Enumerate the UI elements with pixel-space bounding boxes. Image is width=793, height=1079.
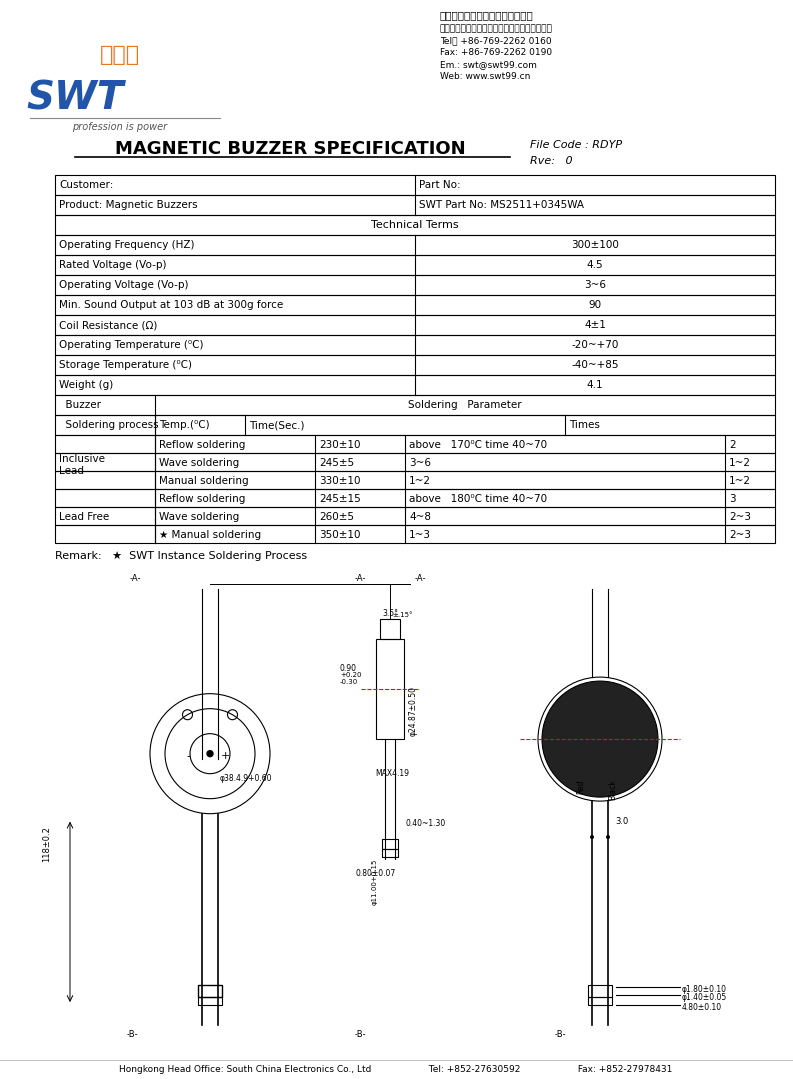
- Text: Wave soldering: Wave soldering: [159, 513, 239, 522]
- Text: Time(Sec.): Time(Sec.): [249, 420, 305, 431]
- Text: Remark:   ★  SWT Instance Soldering Process: Remark: ★ SWT Instance Soldering Process: [55, 551, 307, 561]
- Text: 4±1: 4±1: [584, 320, 606, 330]
- Text: -A-: -A-: [129, 574, 140, 583]
- Text: Wave soldering: Wave soldering: [159, 457, 239, 468]
- Text: Storage Temperature (⁰C): Storage Temperature (⁰C): [59, 360, 192, 370]
- Text: 4.80±0.10: 4.80±0.10: [682, 1003, 722, 1012]
- Text: 260±5: 260±5: [319, 513, 354, 522]
- Text: +0.20: +0.20: [340, 672, 362, 678]
- Text: 2~3: 2~3: [729, 530, 751, 540]
- Text: File Code : RDYP: File Code : RDYP: [530, 140, 623, 150]
- Text: 0.40~1.30: 0.40~1.30: [405, 819, 445, 828]
- Circle shape: [542, 681, 658, 797]
- Text: 2: 2: [729, 440, 736, 450]
- Text: Rated Voltage (Vo-p): Rated Voltage (Vo-p): [59, 260, 167, 270]
- Text: -0.30: -0.30: [340, 679, 358, 685]
- Text: Buzzer: Buzzer: [59, 400, 101, 410]
- Text: Hongkong Head Office: South China Electronics Co., Ltd                    Tel: +: Hongkong Head Office: South China Electr…: [119, 1065, 672, 1074]
- Text: Part No:: Part No:: [419, 180, 461, 190]
- Text: 1~2: 1~2: [729, 476, 751, 486]
- Text: Reflow soldering: Reflow soldering: [159, 494, 245, 504]
- Text: Customer:: Customer:: [59, 180, 113, 190]
- Text: -B-: -B-: [126, 1030, 138, 1039]
- Text: 3.5°: 3.5°: [382, 609, 398, 618]
- Text: Product: Magnetic Buzzers: Product: Magnetic Buzzers: [59, 200, 197, 210]
- Text: 地址：广东省东菞市塔崾镇梦露村千牛庄工业园: 地址：广东省东菞市塔崾镇梦露村千牛庄工业园: [440, 24, 553, 33]
- Text: 245±5: 245±5: [319, 457, 354, 468]
- Text: +: +: [220, 751, 230, 761]
- Text: -40~+85: -40~+85: [571, 360, 619, 370]
- Text: ★ Manual soldering: ★ Manual soldering: [159, 530, 261, 540]
- Text: Operating Temperature (⁰C): Operating Temperature (⁰C): [59, 340, 204, 350]
- Text: 思威特: 思威特: [100, 45, 140, 65]
- Text: Operating Voltage (Vo-p): Operating Voltage (Vo-p): [59, 279, 189, 290]
- Text: 4~8: 4~8: [409, 513, 431, 522]
- Text: 3.0: 3.0: [615, 817, 628, 827]
- Text: Manual soldering: Manual soldering: [159, 476, 249, 486]
- Circle shape: [207, 751, 213, 756]
- Text: 3~6: 3~6: [409, 457, 431, 468]
- Text: Em.: swt@swt99.com: Em.: swt@swt99.com: [440, 60, 537, 69]
- Text: Rve:   0: Rve: 0: [530, 156, 573, 166]
- Text: -: -: [186, 751, 190, 761]
- Text: -B-: -B-: [354, 1030, 366, 1039]
- Text: Inclusive
Lead: Inclusive Lead: [59, 454, 105, 476]
- Text: Operating Frequency (HZ): Operating Frequency (HZ): [59, 240, 194, 250]
- Text: above   180⁰C time 40~70: above 180⁰C time 40~70: [409, 494, 547, 504]
- Text: 3~6: 3~6: [584, 279, 606, 290]
- Text: SWT Part No: MS2511+0345WA: SWT Part No: MS2511+0345WA: [419, 200, 584, 210]
- Text: Red: Red: [576, 779, 585, 793]
- Text: 1~2: 1~2: [729, 457, 751, 468]
- Text: φ1.40±0.05: φ1.40±0.05: [682, 993, 727, 1002]
- Text: 1~2: 1~2: [409, 476, 431, 486]
- Text: -A-: -A-: [354, 574, 366, 583]
- Circle shape: [606, 835, 610, 839]
- Text: Technical Terms: Technical Terms: [371, 220, 459, 230]
- Text: 0.80±0.07: 0.80±0.07: [355, 869, 395, 878]
- Text: Black: Black: [608, 779, 617, 800]
- Text: φ38.4.9+0.60: φ38.4.9+0.60: [220, 774, 273, 782]
- Text: 300±100: 300±100: [571, 240, 619, 250]
- Text: Coil Resistance (Ω): Coil Resistance (Ω): [59, 320, 157, 330]
- Text: 1~3: 1~3: [409, 530, 431, 540]
- Text: 2~3: 2~3: [729, 513, 751, 522]
- Text: φ24.87±0.50: φ24.87±0.50: [409, 686, 418, 736]
- Text: -B-: -B-: [554, 1030, 566, 1039]
- Text: 4.5: 4.5: [587, 260, 603, 270]
- Text: φ11.00+0.15: φ11.00+0.15: [372, 859, 378, 905]
- Text: φ1.80±0.10: φ1.80±0.10: [682, 985, 727, 994]
- Text: Web: www.swt99.cn: Web: www.swt99.cn: [440, 72, 531, 81]
- Text: profession is power: profession is power: [72, 122, 167, 132]
- Text: 230±10: 230±10: [319, 440, 361, 450]
- Text: MAGNETIC BUZZER SPECIFICATION: MAGNETIC BUZZER SPECIFICATION: [115, 140, 465, 158]
- Text: 90: 90: [588, 300, 602, 310]
- Text: 350±10: 350±10: [319, 530, 361, 540]
- Text: 330±10: 330±10: [319, 476, 361, 486]
- Text: Fax: +86-769-2262 0190: Fax: +86-769-2262 0190: [440, 47, 552, 57]
- Text: Soldering   Parameter: Soldering Parameter: [408, 400, 522, 410]
- Text: MAX4.19: MAX4.19: [375, 769, 409, 778]
- Text: ±.15°: ±.15°: [392, 612, 412, 618]
- Text: 0.90: 0.90: [340, 664, 357, 673]
- Text: Soldering process: Soldering process: [59, 420, 159, 431]
- Text: Tel： +86-769-2262 0160: Tel： +86-769-2262 0160: [440, 36, 552, 45]
- Text: above   170⁰C time 40~70: above 170⁰C time 40~70: [409, 440, 547, 450]
- Text: Temp.(⁰C): Temp.(⁰C): [159, 420, 209, 431]
- Text: 245±15: 245±15: [319, 494, 361, 504]
- Text: 118±0.2: 118±0.2: [42, 827, 51, 862]
- Text: Lead Free: Lead Free: [59, 513, 109, 522]
- Text: SWT: SWT: [26, 80, 124, 118]
- Text: Weight (g): Weight (g): [59, 380, 113, 390]
- Text: 广东思威特智能科技股份有限公司: 广东思威特智能科技股份有限公司: [440, 10, 534, 21]
- Text: Reflow soldering: Reflow soldering: [159, 440, 245, 450]
- Text: 3: 3: [729, 494, 736, 504]
- Circle shape: [590, 835, 594, 839]
- Text: -20~+70: -20~+70: [571, 340, 619, 350]
- Text: Min. Sound Output at 103 dB at 300g force: Min. Sound Output at 103 dB at 300g forc…: [59, 300, 283, 310]
- Text: 4.1: 4.1: [587, 380, 603, 390]
- Text: Times: Times: [569, 420, 600, 431]
- Text: -A-: -A-: [414, 574, 426, 583]
